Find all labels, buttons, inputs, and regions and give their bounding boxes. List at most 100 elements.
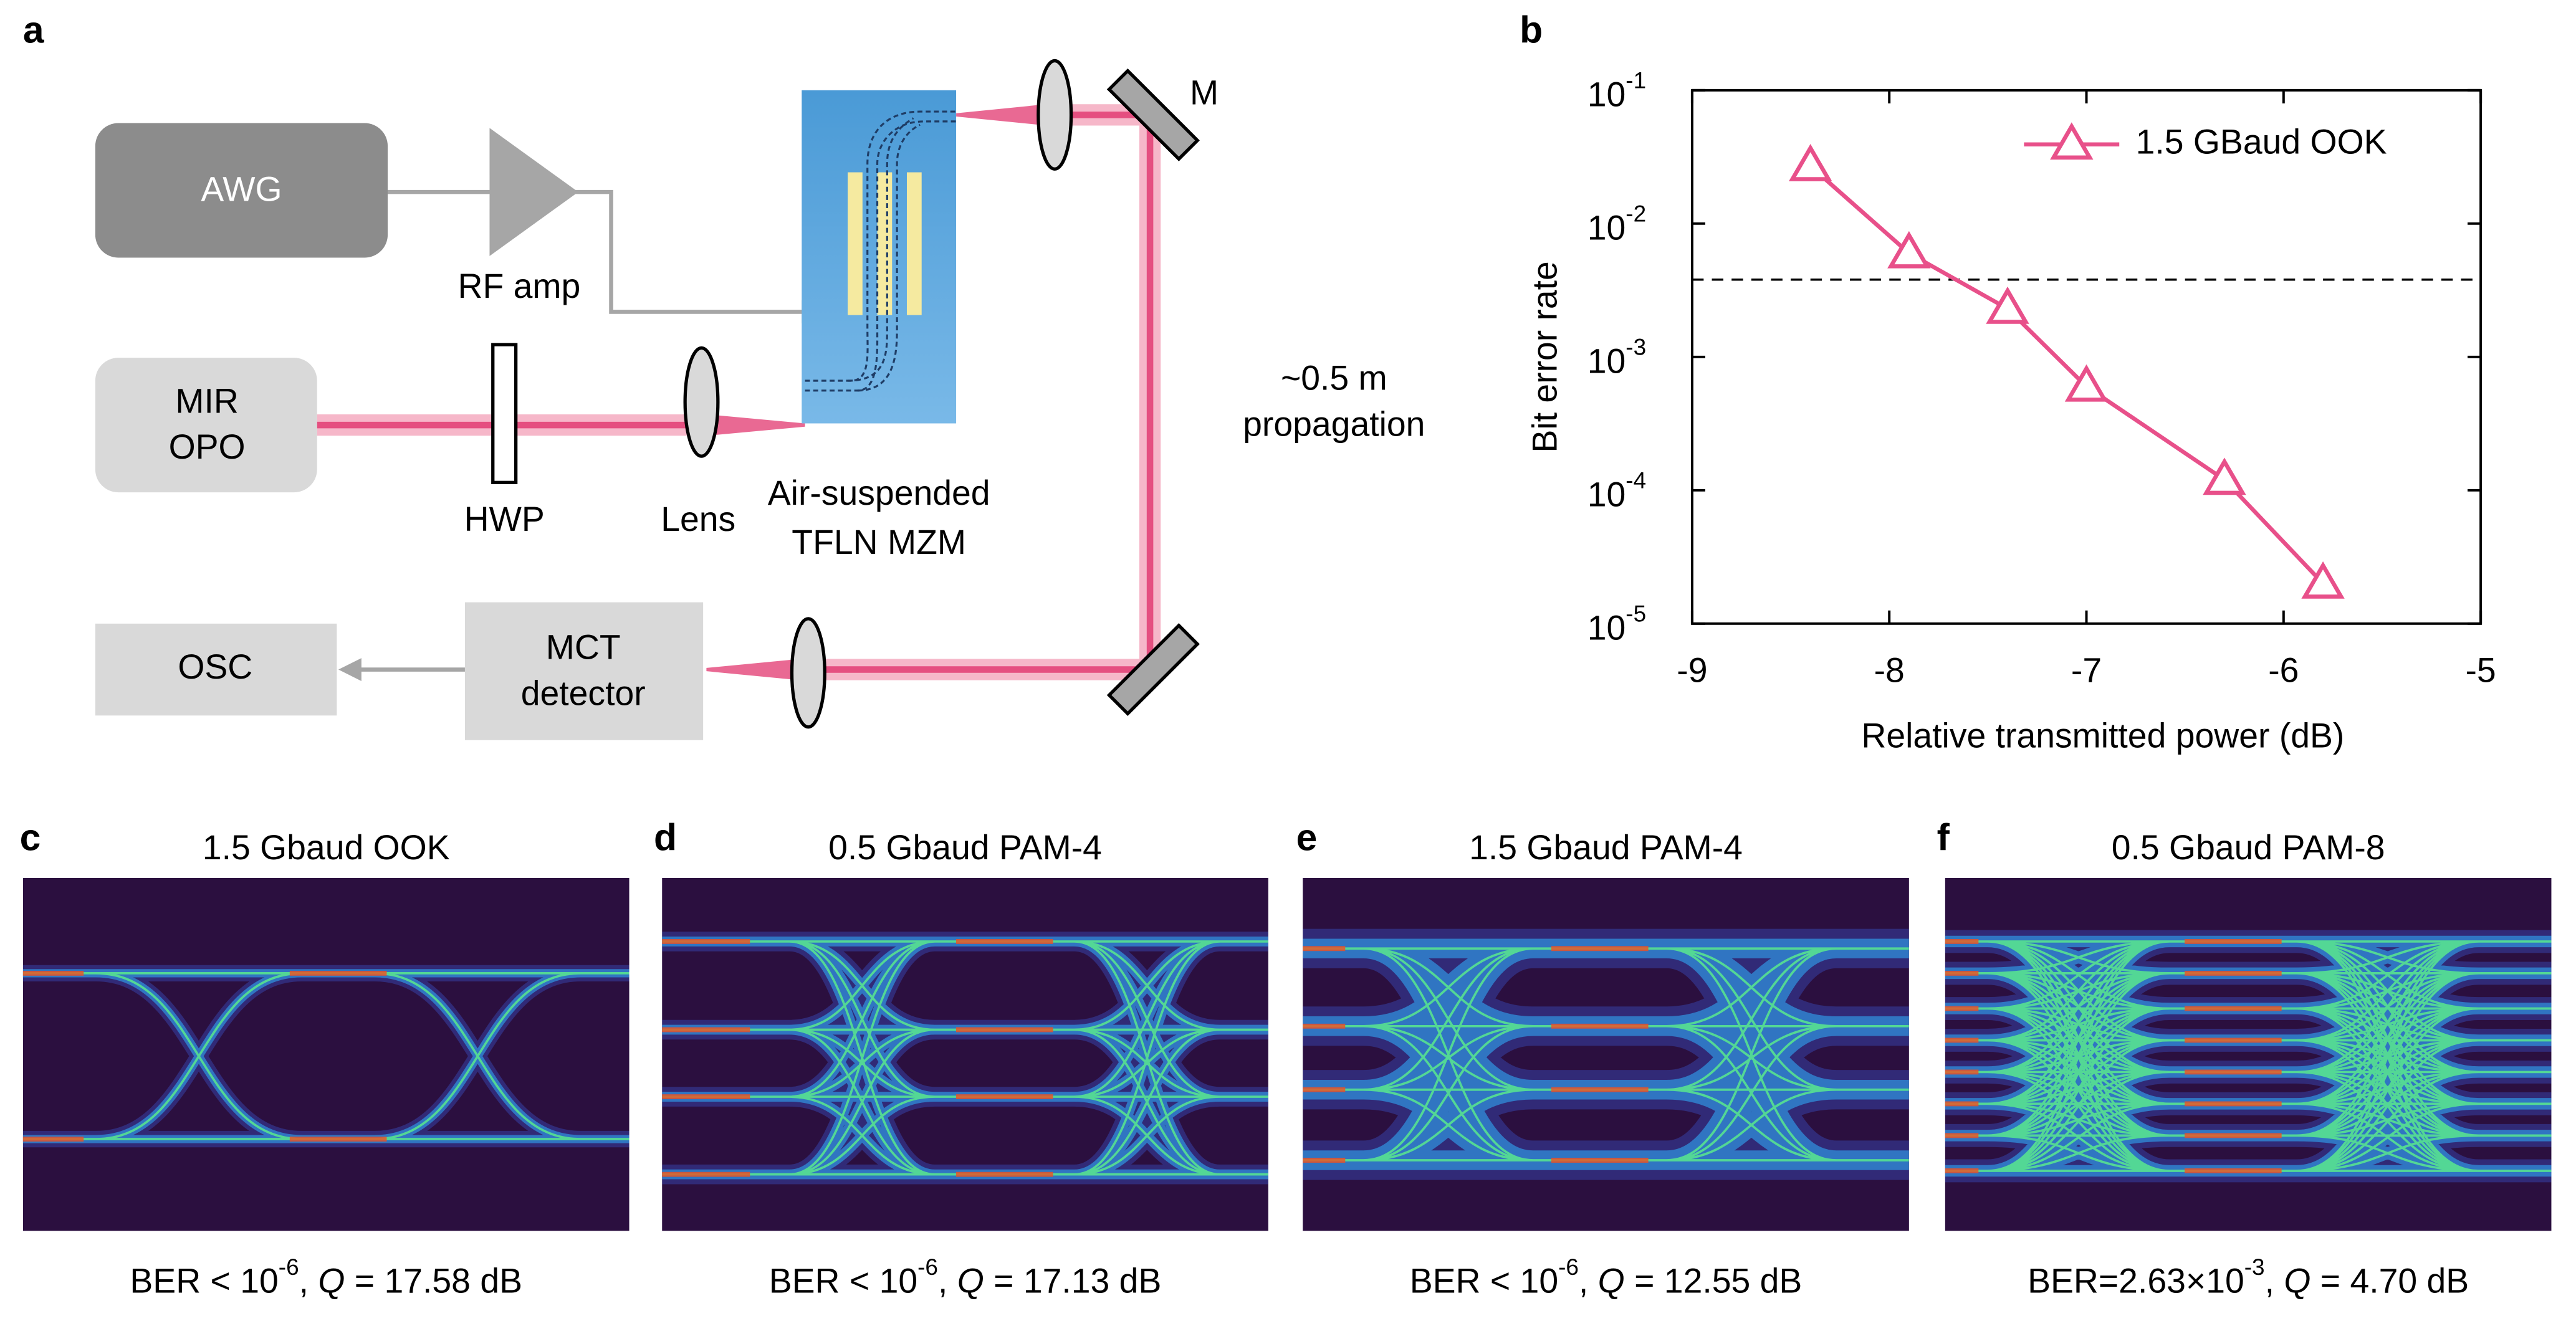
- eye-background: [22, 878, 630, 1231]
- y-tick-label: 10-1: [1587, 67, 1646, 113]
- caption-separator: ,: [1579, 1261, 1598, 1300]
- caption-separator: ,: [299, 1261, 318, 1300]
- data-point: [2203, 457, 2246, 495]
- y-axis-label: Bit error rate: [1526, 261, 1564, 452]
- x-tick-label: -9: [1677, 651, 1707, 689]
- lens: [683, 346, 720, 458]
- osc-label: OSC: [178, 647, 252, 686]
- awg-box: [95, 123, 388, 258]
- caption-q: Q: [2284, 1261, 2310, 1300]
- y-tick-label: 10-5: [1587, 601, 1646, 647]
- eye-title: 1.5 Gbaud OOK: [203, 828, 450, 867]
- y-tick-label: 10-3: [1587, 334, 1646, 380]
- x-tick-label: -6: [2268, 651, 2299, 689]
- caption-ber: BER=2.63×10: [2028, 1261, 2244, 1300]
- caption-q-value: = 17.58 dB: [345, 1261, 522, 1300]
- y-tick-exponent: -3: [1626, 334, 1646, 360]
- y-tick-base: 10: [1587, 341, 1626, 380]
- y-tick-base: 10: [1587, 75, 1626, 113]
- caption-ber: BER < 10: [130, 1261, 278, 1300]
- y-tick-base: 10: [1587, 608, 1626, 647]
- caption-q-value: = 4.70 dB: [2310, 1261, 2469, 1300]
- mirror-label: M: [1190, 73, 1219, 112]
- awg-label: AWG: [201, 170, 282, 209]
- opo-box: [95, 358, 317, 493]
- eye-title: 0.5 Gbaud PAM-8: [2112, 828, 2385, 867]
- eye-caption: BER < 10-6, Q = 17.13 dB: [769, 1254, 1162, 1300]
- lens-label: Lens: [661, 500, 735, 538]
- panel-label: f: [1937, 816, 1950, 858]
- legend-label: 1.5 GBaud OOK: [2136, 122, 2387, 161]
- caption-separator: ,: [938, 1261, 957, 1300]
- x-tick-label: -5: [2466, 651, 2496, 689]
- data-point: [1887, 231, 1931, 269]
- legend-marker: [2050, 122, 2094, 160]
- eye-pattern: [662, 932, 1268, 1185]
- propagation-label: propagation: [1243, 404, 1425, 443]
- eye-background: [1303, 878, 1909, 1231]
- eye-caption: BER=2.63×10-3, Q = 4.70 dB: [2028, 1254, 2469, 1300]
- eye-title: 0.5 Gbaud PAM-4: [828, 828, 1102, 867]
- eye-pattern: [1945, 930, 2552, 1183]
- detector-label: detector: [521, 674, 646, 712]
- hwp-label: HWP: [464, 500, 545, 538]
- mirror: [1106, 68, 1200, 161]
- y-tick-label: 10-2: [1587, 201, 1646, 247]
- caption-exponent: -6: [279, 1254, 299, 1280]
- panel-label: e: [1296, 816, 1318, 858]
- y-tick-exponent: -2: [1626, 201, 1646, 226]
- y-tick-exponent: -5: [1626, 601, 1646, 626]
- eye-caption: BER < 10-6, Q = 17.58 dB: [130, 1254, 522, 1300]
- x-tick-label: -8: [1874, 651, 1905, 689]
- panel-label: a: [23, 9, 45, 51]
- eye-title: 1.5 Gbaud PAM-4: [1469, 828, 1743, 867]
- y-tick-base: 10: [1587, 208, 1626, 247]
- osc-box: [95, 623, 337, 716]
- caption-q: Q: [957, 1261, 984, 1300]
- rf-amp-label: RF amp: [458, 267, 581, 305]
- data-point: [2301, 561, 2345, 599]
- panel-label: d: [654, 816, 677, 858]
- lens: [790, 617, 826, 729]
- panel-label: c: [20, 816, 41, 858]
- x-axis-label: Relative transmitted power (dB): [1861, 717, 2344, 755]
- caption-q: Q: [318, 1261, 345, 1300]
- y-tick-label: 10-4: [1587, 467, 1646, 513]
- propagation-label: ~0.5 m: [1281, 359, 1387, 398]
- hwp: [491, 343, 518, 484]
- eye-caption: BER < 10-6, Q = 12.55 dB: [1410, 1254, 1803, 1300]
- eye-trace: [1303, 947, 1909, 1161]
- caption-q-value: = 17.13 dB: [984, 1261, 1162, 1300]
- modulator-label: Air-suspended: [768, 474, 990, 512]
- eye-trace: [662, 940, 1268, 1176]
- series-line: [1809, 165, 2325, 585]
- x-tick-label: -7: [2071, 651, 2102, 689]
- mirror: [1106, 623, 1200, 717]
- caption-q-value: = 12.55 dB: [1625, 1261, 1803, 1300]
- data-point: [1986, 286, 2029, 324]
- y-tick-exponent: -1: [1626, 67, 1646, 93]
- lens: [1037, 59, 1073, 171]
- caption-exponent: -3: [2244, 1254, 2265, 1280]
- panel-label: b: [1520, 9, 1543, 51]
- eye-trace: [1945, 940, 2552, 1172]
- caption-separator: ,: [2265, 1261, 2284, 1300]
- setup-diagram: AWG RF amp MIR OPO HWP Lens Air-suspende…: [95, 59, 1425, 740]
- caption-ber: BER < 10: [769, 1261, 917, 1300]
- rf-amp: [489, 128, 578, 256]
- detector-label: MCT: [546, 628, 621, 667]
- caption-q: Q: [1598, 1261, 1625, 1300]
- y-tick-base: 10: [1587, 475, 1626, 513]
- data-point: [1788, 143, 1832, 181]
- opo-label: OPO: [169, 427, 246, 466]
- data-point: [2064, 364, 2109, 402]
- caption-exponent: -6: [1558, 1254, 1579, 1280]
- modulator-label: TFLN MZM: [792, 523, 966, 561]
- caption-ber: BER < 10: [1410, 1261, 1558, 1300]
- eye-pattern: [1303, 928, 1909, 1180]
- opo-label: MIR: [175, 382, 238, 421]
- caption-exponent: -6: [917, 1254, 938, 1280]
- detector-box: [464, 602, 704, 740]
